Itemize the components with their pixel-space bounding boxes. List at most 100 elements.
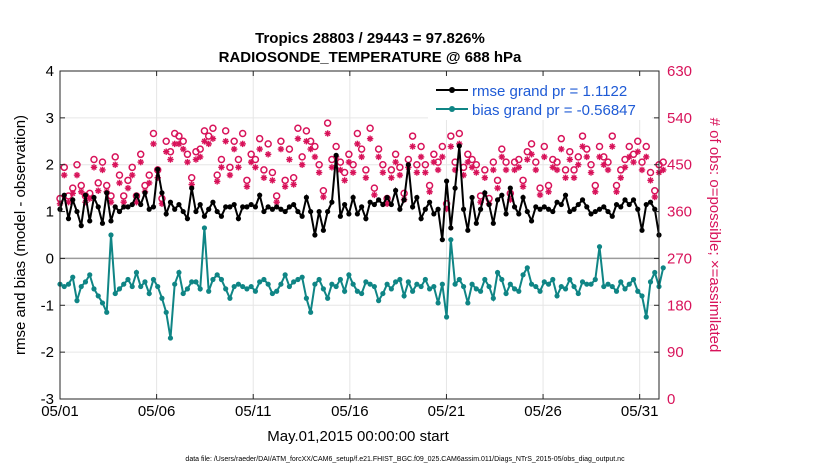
obs-assimilated-point [570, 174, 578, 181]
rmse-point [180, 208, 186, 215]
obs-assimilated-point [617, 174, 624, 181]
obs-possible-point [646, 168, 655, 177]
obs-assimilated-point [294, 135, 302, 142]
obs-assimilated-point [78, 188, 85, 195]
bias-point [201, 225, 208, 231]
bias-point [218, 276, 225, 283]
rmse-point [231, 201, 237, 208]
rmse-point [482, 190, 488, 196]
rmse-point [78, 223, 84, 229]
rmse-point [452, 185, 458, 191]
rmse-point [371, 201, 377, 208]
bias-point [435, 300, 441, 306]
obs-assimilated-point [146, 179, 153, 187]
rmse-point [443, 178, 450, 184]
rmse-point [342, 201, 348, 208]
bias-point [562, 286, 569, 292]
obs-possible-point [272, 192, 281, 200]
obs-assimilated-point [120, 199, 127, 206]
rmse-point [116, 208, 123, 215]
obs-assimilated-point [587, 169, 595, 176]
bias-point [244, 286, 250, 292]
bias-point [486, 283, 492, 290]
obs-assimilated-point [124, 184, 132, 192]
footer-data-file: data file: /Users/raeder/DAI/ATM_forcXX/… [185, 456, 625, 463]
obs-possible-point [311, 142, 319, 151]
obs-possible-point [438, 142, 447, 151]
rmse-point [477, 206, 484, 212]
bias-point [588, 281, 594, 287]
rmse-point [393, 187, 399, 194]
obs-assimilated-point [549, 164, 556, 171]
y-left-tick-label: -3 [41, 391, 54, 408]
obs-assimilated-point [439, 153, 446, 161]
rmse-point [592, 208, 598, 215]
obs-assimilated-point [553, 166, 561, 174]
rmse-point [197, 201, 203, 208]
rmse-point [172, 206, 178, 212]
obs-possible-point [277, 137, 285, 146]
obs-possible-point [200, 127, 209, 135]
obs-possible-point [128, 163, 136, 172]
bias-point [469, 281, 475, 287]
obs-assimilated-point [86, 195, 93, 202]
rmse-point [647, 199, 654, 205]
rmse-point [652, 206, 658, 212]
y-axis-right-label: # of obs: o=possible; ×=assimilated [706, 118, 723, 353]
obs-assimilated-point [277, 145, 285, 153]
bias-point [601, 283, 607, 290]
obs-possible-point [595, 142, 604, 151]
obs-possible-point [574, 153, 583, 161]
obs-assimilated-point [660, 166, 667, 174]
obs-possible-point [464, 150, 472, 159]
obs-assimilated-point [541, 153, 548, 161]
obs-assimilated-point [558, 145, 565, 153]
y-right-tick-label: 540 [667, 110, 692, 127]
bias-point [167, 335, 174, 341]
obs-possible-point [527, 140, 536, 148]
obs-assimilated-point [112, 161, 119, 168]
obs-possible-point [298, 153, 306, 161]
obs-possible-point [179, 137, 187, 146]
rmse-point [626, 201, 632, 208]
obs-assimilated-point [366, 135, 374, 142]
obs-possible-point [519, 176, 527, 185]
rmse-point [533, 204, 539, 210]
rmse-point [316, 208, 322, 215]
obs-possible-point [124, 176, 132, 185]
obs-possible-point [472, 160, 481, 169]
rmse-point [486, 201, 492, 208]
legend-rmse-marker [449, 87, 455, 93]
rmse-point [635, 206, 641, 212]
rmse-point [511, 204, 518, 210]
obs-possible-point [523, 147, 532, 156]
bias-point [320, 286, 326, 292]
rmse-point [82, 192, 89, 198]
rmse-point [397, 206, 403, 212]
obs-assimilated-point [583, 153, 590, 161]
bias-point [630, 276, 637, 283]
obs-assimilated-point [69, 190, 76, 197]
obs-possible-point [638, 158, 646, 166]
obs-possible-point [77, 181, 85, 190]
obs-possible-point [396, 163, 404, 172]
bias-point [248, 283, 254, 290]
bias-point [133, 269, 140, 276]
obs-possible-point [264, 140, 272, 148]
rmse-point [312, 232, 318, 238]
rmse-point [380, 201, 386, 208]
rmse-point [630, 197, 637, 203]
obs-possible-point [430, 150, 438, 159]
obs-assimilated-point [129, 171, 136, 179]
obs-assimilated-point [545, 188, 552, 195]
y-right-tick-label: 450 [667, 157, 692, 174]
rmse-point [303, 194, 309, 201]
obs-assimilated-point [426, 188, 433, 195]
bias-point [647, 279, 654, 285]
obs-possible-point [493, 176, 502, 185]
bias-point [274, 288, 280, 294]
y-left-tick-label: 1 [46, 204, 54, 221]
bias-point [554, 293, 560, 299]
rmse-point [121, 204, 127, 210]
x-tick-label: 05/16 [331, 403, 369, 420]
